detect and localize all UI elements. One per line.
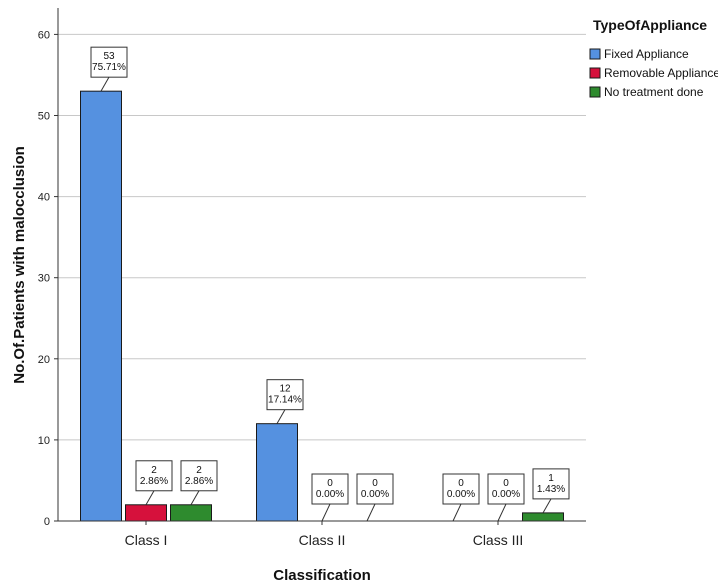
x-tick-label: Class III — [473, 532, 524, 548]
data-label: 0.00% — [492, 489, 520, 500]
y-tick-label: 10 — [38, 435, 50, 447]
legend-swatch — [589, 86, 601, 98]
legend-item: No treatment done — [604, 85, 704, 99]
y-tick-label: 20 — [38, 354, 50, 366]
data-labels: 5375.71%22.86%22.86%1217.14%00.00%00.00%… — [90, 46, 570, 522]
y-tick-label: 50 — [38, 111, 50, 123]
x-axis-title: Classification — [273, 567, 371, 584]
bar — [80, 90, 122, 522]
y-tick-label: 0 — [44, 516, 50, 528]
bars — [80, 90, 564, 522]
data-label: 2 — [151, 465, 157, 476]
data-label: 12 — [279, 384, 291, 395]
data-label-leader — [497, 503, 507, 522]
data-label: 0.00% — [447, 489, 475, 500]
data-label-leader — [276, 409, 286, 424]
x-axis-ticks: Class I Class II Class III — [125, 521, 524, 548]
data-label: 1.43% — [537, 484, 565, 495]
legend-swatch — [589, 67, 601, 79]
data-label: 0 — [327, 478, 333, 489]
y-tick-label: 30 — [38, 273, 50, 285]
x-tick-label: Class II — [299, 532, 346, 548]
data-label: 0 — [458, 478, 464, 489]
gridlines — [58, 33, 586, 441]
data-label: 1 — [548, 473, 554, 484]
data-label: 17.14% — [268, 395, 302, 406]
data-label: 2.86% — [185, 476, 213, 487]
legend-title: TypeOfAppliance — [593, 17, 707, 33]
legend-swatch — [589, 48, 601, 60]
data-label-leader — [452, 503, 462, 522]
legend-item: Fixed Appliance — [604, 47, 689, 61]
data-label-box — [266, 379, 304, 411]
data-label-leader — [542, 498, 552, 514]
y-axis-ticks: 0 10 20 30 40 50 60 — [38, 29, 58, 528]
data-label: 0 — [372, 478, 378, 489]
data-label: 2.86% — [140, 476, 168, 487]
bar — [522, 512, 564, 522]
data-label: 0.00% — [316, 489, 344, 500]
bar — [256, 423, 298, 522]
data-label-leader — [100, 76, 110, 92]
legend: TypeOfAppliance Fixed Appliance Removable… — [589, 17, 718, 99]
data-label-leader — [366, 503, 376, 522]
data-label-box — [311, 473, 349, 505]
y-axis-title: No.Of.Patients with malocclusion — [11, 146, 28, 384]
data-label-leader — [145, 490, 155, 506]
y-tick-label: 60 — [38, 29, 50, 41]
data-label: 0 — [503, 478, 509, 489]
data-label-leader — [190, 490, 200, 506]
legend-item: Removable Appliance — [604, 66, 718, 80]
data-label-box — [532, 468, 570, 500]
data-label-box — [487, 473, 525, 505]
data-label: 0.00% — [361, 489, 389, 500]
data-label: 53 — [103, 51, 115, 62]
y-tick-label: 40 — [38, 192, 50, 204]
x-tick-label: Class I — [125, 532, 168, 548]
data-label-box — [180, 460, 218, 492]
data-label: 2 — [196, 465, 202, 476]
data-label-leader — [321, 503, 331, 522]
data-label-box — [90, 46, 128, 78]
data-label-box — [442, 473, 480, 505]
data-label: 75.71% — [92, 62, 126, 73]
data-label-box — [356, 473, 394, 505]
data-label-box — [135, 460, 173, 492]
bar — [170, 504, 212, 522]
bar — [125, 504, 167, 522]
